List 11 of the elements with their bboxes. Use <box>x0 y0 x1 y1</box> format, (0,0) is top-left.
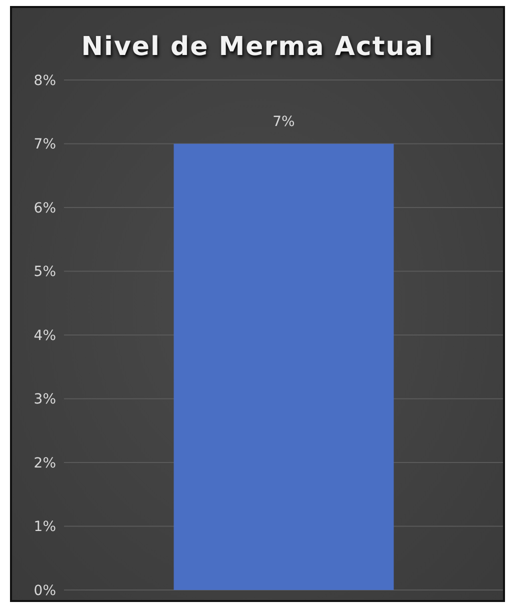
y-tick-label: 4% <box>34 328 56 344</box>
y-tick-label: 6% <box>34 200 56 216</box>
y-tick-label: 1% <box>34 519 56 536</box>
y-tick-label: 8% <box>34 72 56 89</box>
chart-title: Nivel de Merma Actual <box>80 32 435 62</box>
y-tick-label: 7% <box>34 136 56 153</box>
y-tick-label: 0% <box>34 582 56 599</box>
y-tick-label: 2% <box>34 455 56 472</box>
y-tick-label: 5% <box>34 264 56 280</box>
y-tick-label: 3% <box>34 392 56 408</box>
data-label: 7% <box>272 114 295 130</box>
